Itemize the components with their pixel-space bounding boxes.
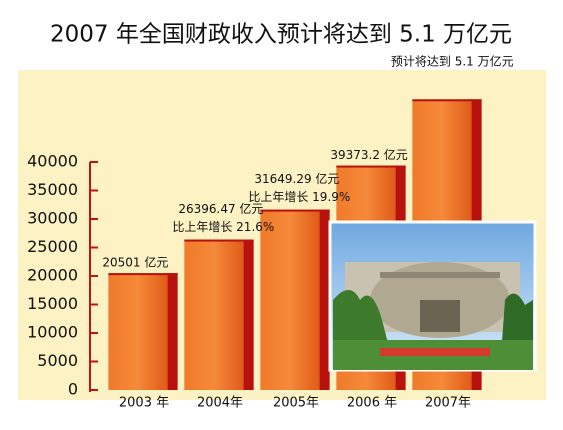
photo [328,220,537,372]
x-tick-label: 2007年 [425,396,471,411]
y-tick-label: 40000 [27,152,78,171]
y-tick-label: 15000 [27,294,78,313]
y-tick-label: 30000 [27,209,78,228]
x-tick-label: 2004年 [197,396,243,411]
bar [108,273,168,390]
y-tick-label: 20000 [27,266,78,285]
x-tick-label: 2003 年 [119,396,169,411]
y-tick-label: 35000 [27,180,78,199]
bar-top [184,239,254,242]
bar-side [165,273,178,390]
value-label: 31649.29 亿元 [254,171,339,186]
bar-side [241,239,254,390]
growth-label: 比上年增长 21.6% [172,220,274,234]
bar [184,239,244,390]
y-tick-label: 25000 [27,237,78,256]
y-tick-label: 0 [68,380,78,399]
value-label: 26396.47 亿元 [178,201,263,216]
value-label: 39373.2 亿元 [330,147,407,162]
bar [260,209,320,390]
bar-side [317,209,330,390]
bar-top [260,209,330,212]
x-tick-label: 2006 年 [347,396,397,411]
bar-top [412,99,482,102]
chart-title: 2007 年全国财政收入预计将达到 5.1 万亿元 [50,22,512,48]
x-tick-label: 2005年 [273,396,319,411]
growth-label: 比上年增长 19.9% [248,190,350,204]
value-label: 20501 亿元 [102,255,168,270]
y-tick-label: 10000 [27,323,78,342]
y-tick-label: 5000 [37,351,78,370]
value-label: 预计将达到 5.1 万亿元 [391,54,514,69]
bar-top [336,165,406,168]
bar-top [108,273,178,276]
